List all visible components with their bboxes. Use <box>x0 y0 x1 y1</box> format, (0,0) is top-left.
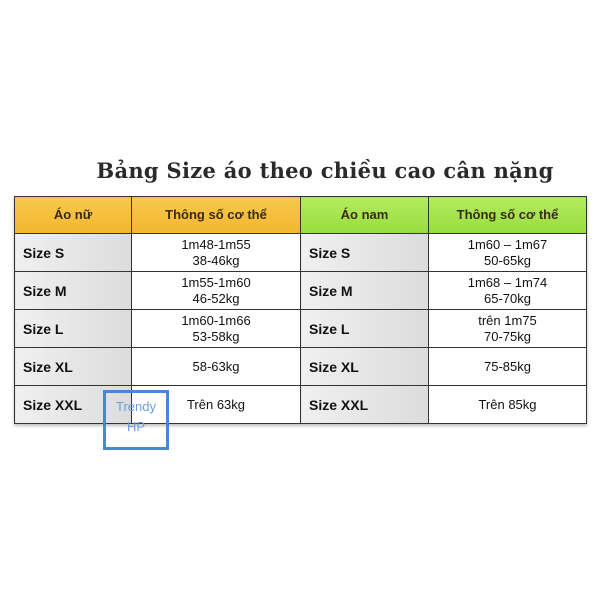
male-size: Size M <box>300 271 429 310</box>
table-row: Size M 1m55-1m60 46-52kg Size M 1m68 – 1m74 6… <box>14 271 587 310</box>
male-spec: 1m60 – 1m67 50-65kg <box>428 233 587 272</box>
spec-line: 38-46kg <box>192 252 240 268</box>
watermark-line: Trendy <box>116 399 156 414</box>
table-row: Size XXL Trên 63kg Size XXL Trên 85kg <box>14 385 587 424</box>
header-female: Áo nữ <box>14 196 132 234</box>
spec-line: 53-58kg <box>192 328 240 344</box>
watermark-line: HP <box>126 419 146 434</box>
female-size: Size S <box>14 233 132 272</box>
spec-line: 1m68 – 1m74 <box>467 274 548 290</box>
size-table: Áo nữ Thông số cơ thể Áo nam Thông số cơ… <box>14 196 587 424</box>
spec-line: trên 1m75 <box>478 312 537 328</box>
spec-line: 1m55-1m60 <box>181 274 251 290</box>
spec-line: 1m60-1m66 <box>181 312 251 328</box>
table-row: Size XL 58-63kg Size XL 75-85kg <box>14 347 587 386</box>
male-spec: 75-85kg <box>428 347 587 386</box>
spec-line: 1m60 – 1m67 <box>467 236 548 252</box>
header-male-spec: Thông số cơ thể <box>428 196 587 234</box>
female-spec: 58-63kg <box>131 347 301 386</box>
table-row: Size S 1m48-1m55 38-46kg Size S 1m60 – 1m67 5… <box>14 233 587 272</box>
male-spec: Trên 85kg <box>428 385 587 424</box>
female-spec: 1m55-1m60 46-52kg <box>131 271 301 310</box>
male-size: Size S <box>300 233 429 272</box>
female-size: Size XL <box>14 347 132 386</box>
male-spec: trên 1m75 70-75kg <box>428 309 587 348</box>
spec-line: 75-85kg <box>484 358 531 374</box>
header-female-spec: Thông số cơ thể <box>131 196 301 234</box>
male-size: Size XXL <box>300 385 429 424</box>
header-male: Áo nam <box>300 196 429 234</box>
male-spec: 1m68 – 1m74 65-70kg <box>428 271 587 310</box>
spec-line: 1m48-1m55 <box>181 236 251 252</box>
female-size: Size L <box>14 309 132 348</box>
male-size: Size L <box>300 309 429 348</box>
spec-line: 65-70kg <box>484 290 531 306</box>
spec-line: Trên 63kg <box>186 396 246 412</box>
spec-line: 70-75kg <box>484 328 531 344</box>
watermark-logo: Trendy HP <box>103 390 169 450</box>
spec-line: 46-52kg <box>192 290 240 306</box>
female-spec: 1m48-1m55 38-46kg <box>131 233 301 272</box>
male-size: Size XL <box>300 347 429 386</box>
spec-line: 50-65kg <box>484 252 531 268</box>
header-row: Áo nữ Thông số cơ thể Áo nam Thông số cơ… <box>14 196 587 234</box>
spec-line: 58-63kg <box>192 358 240 374</box>
female-spec: 1m60-1m66 53-58kg <box>131 309 301 348</box>
chart-title: Bảng Size áo theo chiều cao cân nặng <box>96 158 554 183</box>
spec-line: Trên 85kg <box>478 396 537 412</box>
female-size: Size M <box>14 271 132 310</box>
